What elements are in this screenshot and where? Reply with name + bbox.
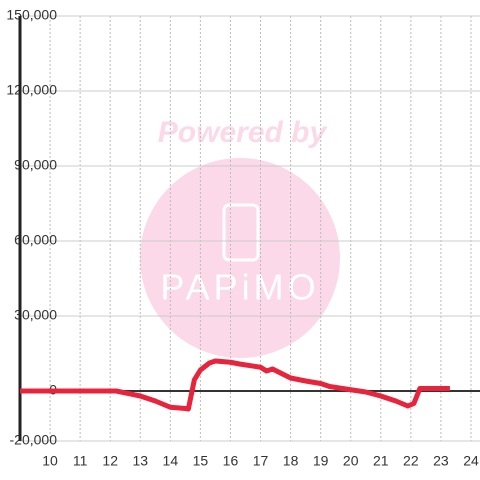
x-tick-label: 13	[132, 453, 148, 469]
watermark-circle	[140, 158, 340, 358]
x-tick-label: 12	[102, 453, 118, 469]
y-tick-label: 30,000	[14, 307, 57, 323]
x-tick-label: 11	[73, 453, 88, 469]
line	[20, 358, 450, 412]
x-tick-label: 17	[253, 453, 269, 469]
x-tick-label: 14	[163, 453, 179, 469]
watermark-logo: PAPiMO	[160, 267, 319, 308]
x-tick-label: 22	[403, 453, 419, 469]
y-tick-label: 150,000	[6, 7, 57, 23]
x-tick-label: 20	[343, 453, 359, 469]
y-tick-label: -20,000	[10, 432, 58, 448]
watermark: Powered by PAPiMO	[140, 116, 340, 358]
y-tick-label: 90,000	[14, 157, 57, 173]
x-tick-label: 10	[42, 453, 58, 469]
x-tick-label: 15	[193, 453, 209, 469]
x-tick-label: 23	[433, 453, 449, 469]
y-tick-label: 120,000	[6, 82, 57, 98]
x-tick-label: 21	[373, 453, 389, 469]
y-tick-label: 60,000	[14, 232, 57, 248]
watermark-top: Powered by	[158, 116, 328, 149]
watermark-icon	[222, 203, 260, 262]
x-tick-label: 19	[313, 453, 329, 469]
x-tick-label: 24	[463, 453, 479, 469]
x-tick-label: 18	[283, 453, 299, 469]
x-tick-label: 16	[223, 453, 239, 469]
